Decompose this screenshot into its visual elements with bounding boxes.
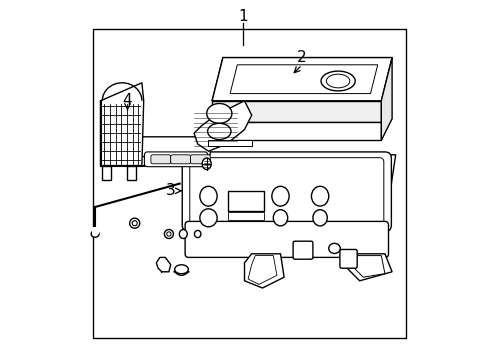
Polygon shape: [212, 122, 381, 140]
Bar: [102, 166, 111, 180]
Ellipse shape: [271, 186, 288, 206]
Text: 3: 3: [165, 183, 175, 198]
FancyBboxPatch shape: [339, 249, 356, 268]
Bar: [228, 212, 264, 220]
Text: 4: 4: [122, 93, 132, 108]
Polygon shape: [230, 65, 377, 94]
Ellipse shape: [132, 221, 137, 226]
Ellipse shape: [206, 104, 231, 123]
Bar: [127, 166, 136, 180]
Text: 1: 1: [237, 9, 247, 24]
Ellipse shape: [202, 158, 211, 170]
Polygon shape: [186, 155, 395, 227]
FancyBboxPatch shape: [182, 152, 390, 231]
Polygon shape: [381, 58, 391, 140]
Polygon shape: [101, 83, 143, 166]
Ellipse shape: [91, 231, 99, 237]
Ellipse shape: [164, 230, 173, 239]
Bar: [93, 29, 406, 338]
Ellipse shape: [194, 230, 201, 238]
Ellipse shape: [200, 186, 217, 206]
FancyBboxPatch shape: [190, 155, 210, 164]
FancyBboxPatch shape: [151, 155, 170, 164]
Polygon shape: [244, 254, 284, 288]
Polygon shape: [352, 256, 384, 277]
Ellipse shape: [174, 265, 188, 274]
Ellipse shape: [325, 74, 349, 88]
Ellipse shape: [179, 230, 187, 239]
Ellipse shape: [312, 210, 326, 226]
Ellipse shape: [311, 186, 328, 206]
FancyBboxPatch shape: [185, 221, 387, 257]
Ellipse shape: [320, 71, 354, 91]
Polygon shape: [247, 256, 276, 284]
FancyBboxPatch shape: [170, 155, 190, 164]
Polygon shape: [345, 254, 391, 281]
FancyBboxPatch shape: [189, 158, 383, 226]
FancyBboxPatch shape: [140, 137, 210, 157]
Polygon shape: [212, 101, 381, 122]
Ellipse shape: [200, 209, 217, 227]
Bar: [92, 227, 99, 234]
Polygon shape: [212, 58, 391, 101]
Polygon shape: [212, 58, 391, 101]
Polygon shape: [208, 140, 251, 146]
Ellipse shape: [166, 232, 171, 236]
Ellipse shape: [129, 218, 140, 228]
FancyBboxPatch shape: [292, 241, 312, 259]
Ellipse shape: [273, 210, 287, 226]
Polygon shape: [194, 101, 251, 151]
Bar: [228, 191, 264, 211]
Text: 2: 2: [297, 50, 306, 65]
FancyBboxPatch shape: [144, 152, 207, 167]
Ellipse shape: [207, 123, 230, 140]
Ellipse shape: [328, 243, 340, 253]
